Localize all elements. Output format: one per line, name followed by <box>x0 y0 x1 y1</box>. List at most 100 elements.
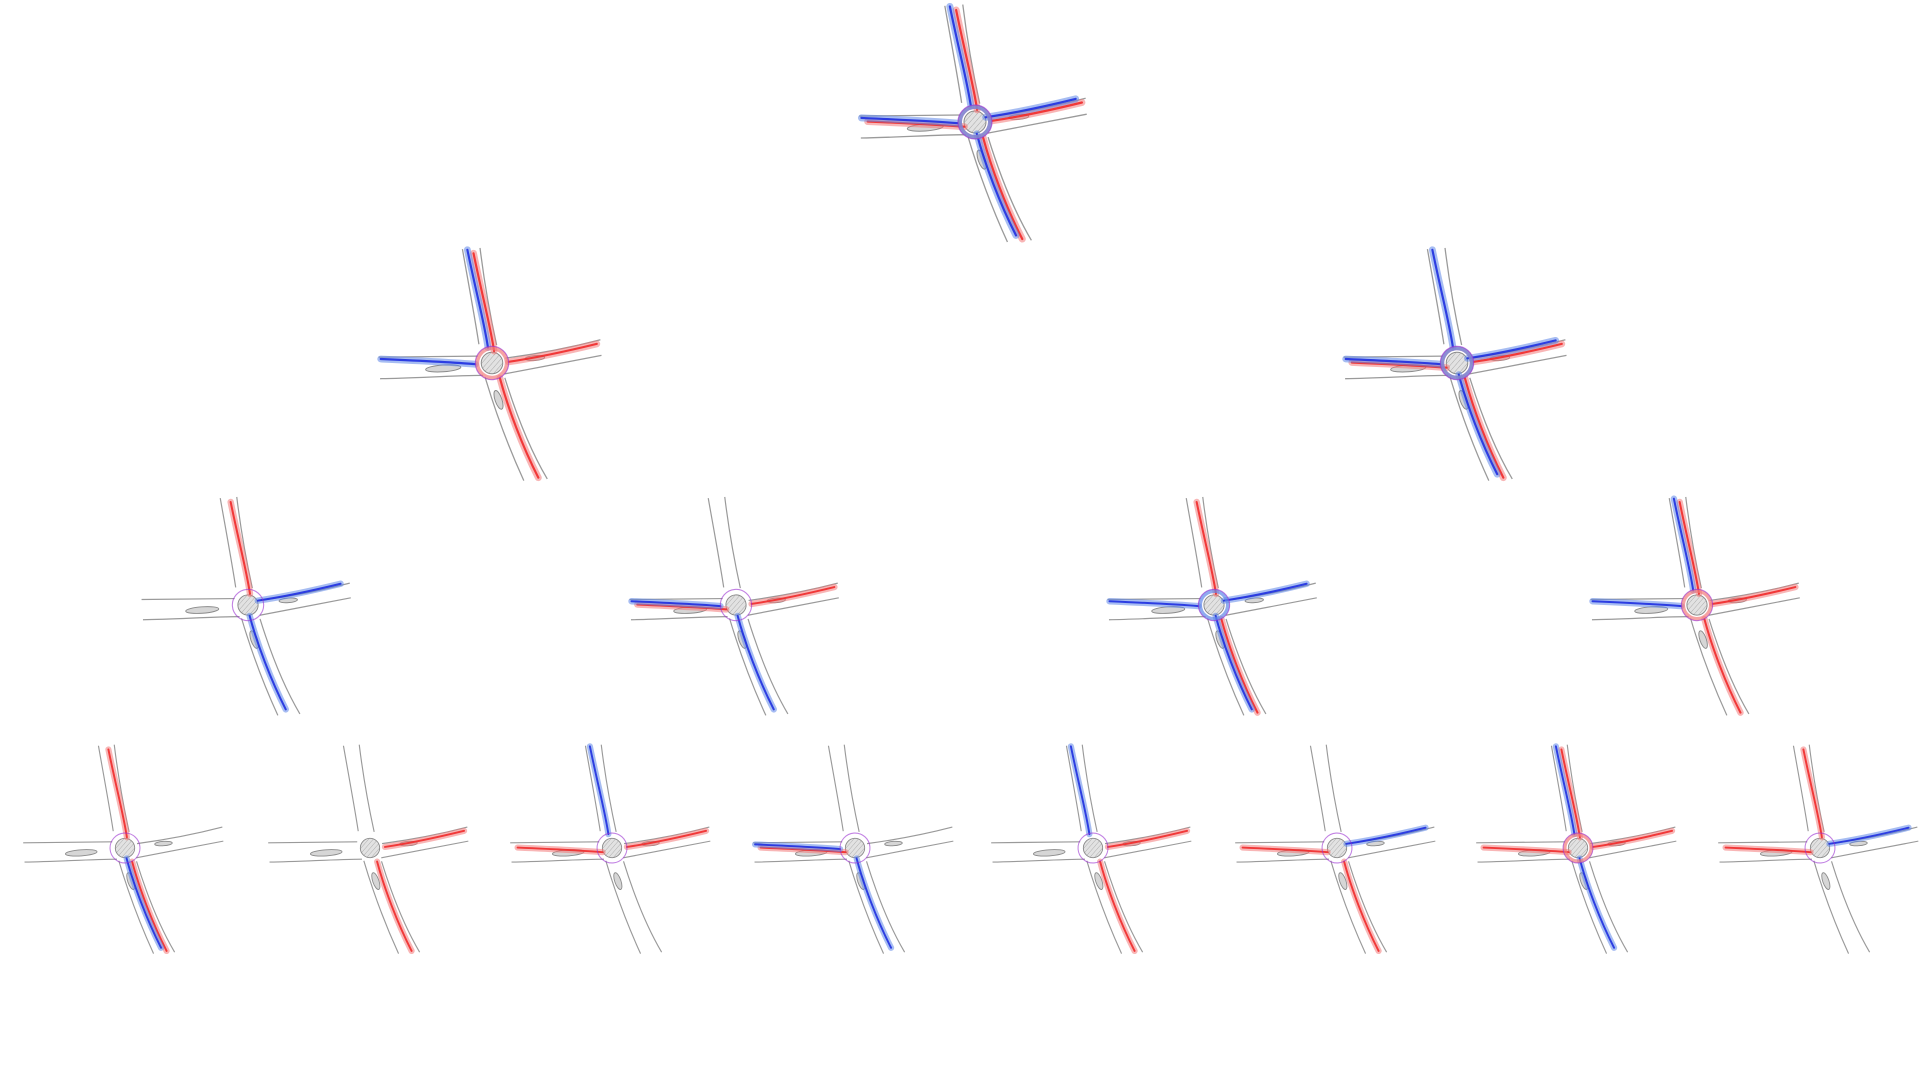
road-edge <box>600 744 617 832</box>
trajectory-line-n <box>472 252 496 353</box>
road-edge <box>1719 858 1812 863</box>
road-edge <box>724 496 741 589</box>
road-edge <box>1236 858 1329 863</box>
road-edge <box>1588 861 1629 953</box>
trajectory-line-n <box>955 8 979 111</box>
circulating-trajectory <box>958 105 992 139</box>
trajectory-line-w <box>1724 846 1812 854</box>
trajectory-line-n <box>948 5 972 108</box>
road-edge <box>1348 840 1436 859</box>
trajectory-line-w <box>516 846 604 854</box>
road-edge <box>1589 840 1677 859</box>
road-edge <box>754 858 847 863</box>
trajectory-line-s <box>248 614 287 711</box>
road-edge <box>866 826 953 845</box>
road-edge <box>1086 860 1123 954</box>
overlap-ring <box>231 588 265 622</box>
intersection-node-n10 <box>751 744 954 954</box>
roundabout-center <box>1203 594 1225 616</box>
road-edge <box>866 840 954 859</box>
road-edge <box>259 618 301 715</box>
trajectory-line-e <box>990 101 1083 122</box>
road-edge <box>1325 744 1342 832</box>
overlap-ring <box>839 832 871 864</box>
trajectory-line-w <box>1482 846 1570 854</box>
road-edge <box>987 136 1032 241</box>
trajectory-line-n <box>1802 748 1823 839</box>
road-edge <box>843 744 860 832</box>
road-edge <box>1104 840 1192 859</box>
overlap-ring <box>719 588 753 622</box>
road-edge <box>1591 616 1689 621</box>
intersection-node-n2 <box>1342 246 1567 482</box>
road-edge <box>827 745 844 832</box>
road-edge <box>240 618 279 716</box>
trajectory-line-e <box>984 97 1077 119</box>
trajectory-line-e <box>750 586 836 605</box>
overlap-ring <box>109 832 141 864</box>
intersection-node-n9 <box>510 743 711 954</box>
trajectory-line-w <box>860 116 960 125</box>
road-edge <box>1813 860 1850 954</box>
road-edge <box>991 841 1081 844</box>
intersection-node-n13 <box>1476 743 1677 954</box>
roundabout-center <box>114 837 136 859</box>
road-edge <box>728 618 767 716</box>
road-edge <box>1708 618 1750 715</box>
south-splitter-island <box>1094 872 1104 890</box>
overlap-ring <box>1077 832 1109 864</box>
intersection-node-n6 <box>1589 495 1800 716</box>
road-edge <box>97 745 114 832</box>
road-edge <box>136 840 224 859</box>
road-edge <box>358 744 375 832</box>
west-splitter-island <box>309 849 343 857</box>
intersection-node-n7 <box>23 744 224 955</box>
circulating-trajectory <box>1440 346 1474 380</box>
road-edge <box>1469 377 1513 480</box>
road-edge <box>380 861 421 953</box>
trajectory-line-n <box>588 745 610 836</box>
trajectory-line-e <box>1472 342 1563 363</box>
circulating-trajectory <box>1198 589 1230 621</box>
trajectory-line-e <box>1828 826 1910 845</box>
road-edge <box>268 841 358 844</box>
south-splitter-island <box>613 872 623 890</box>
road-edge <box>135 861 176 953</box>
south-splitter-island <box>371 872 381 890</box>
trajectory-line-n <box>1678 500 1700 595</box>
trajectory-line-s <box>1214 614 1253 711</box>
trajectory-line-s <box>1099 860 1136 952</box>
trajectory-line-w <box>1108 600 1200 608</box>
intersection-node-n14 <box>1718 744 1919 954</box>
trajectory-line-w <box>1344 357 1442 366</box>
road-edge <box>1831 840 1919 859</box>
roundabout-center <box>963 110 987 134</box>
road-edge <box>1065 745 1082 832</box>
road-edge <box>380 374 484 380</box>
roundabout-center <box>1326 837 1348 859</box>
trajectory-line-w <box>630 600 722 608</box>
intersection-node-n1 <box>377 246 602 482</box>
trajectory-line-e <box>383 829 466 848</box>
road-edge <box>865 861 906 953</box>
circulating-trajectory <box>1681 589 1713 621</box>
trajectory-line-w <box>754 843 842 851</box>
trajectory-line-s <box>1578 857 1616 949</box>
road-edge <box>860 134 966 139</box>
road-edge <box>1718 841 1808 844</box>
overlap-ring <box>596 832 628 864</box>
circulating-trajectory <box>475 346 509 380</box>
road-edge <box>992 858 1085 863</box>
trajectory-line-s <box>125 857 163 949</box>
trajectory-line-w <box>1241 846 1329 854</box>
intersection-node-n0 <box>857 2 1087 243</box>
trajectory-line-n <box>1554 745 1576 836</box>
road-edge <box>259 597 351 616</box>
trajectory-line-e <box>1222 582 1308 602</box>
road-edge <box>511 858 604 863</box>
road-edge <box>747 597 839 616</box>
west-splitter-island <box>185 606 220 614</box>
overlap-ring <box>474 345 510 381</box>
west-splitter-island <box>1032 849 1066 857</box>
east-splitter-island <box>154 840 173 847</box>
